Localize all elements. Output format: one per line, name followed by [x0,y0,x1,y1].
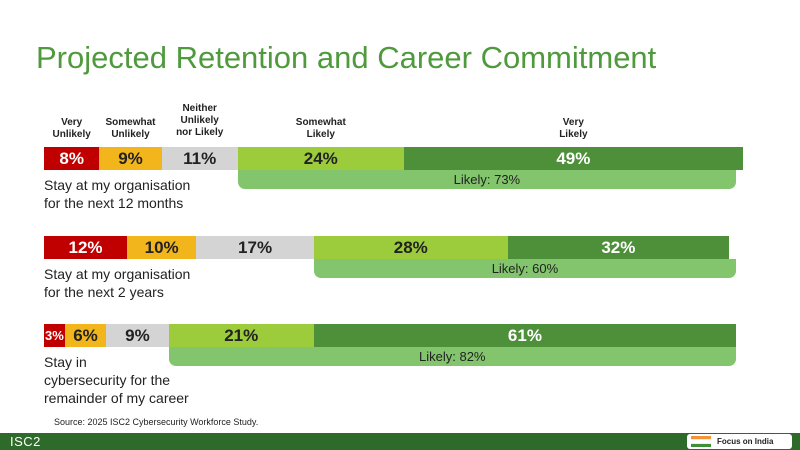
bar-somewhat-unlikely-row-1: 9% [99,147,162,170]
row-label-2: Stay at my organisation for the next 2 y… [44,266,191,300]
source-note: Source: 2025 ISC2 Cybersecurity Workforc… [54,417,259,427]
footer-bar: ISC2 Focus on India [0,433,800,450]
india-flag-icon [691,435,711,448]
bar-very-likely-row-2: 32% [507,236,730,259]
footer-brand-logo: ISC2 [10,434,41,449]
bar-neutral-row-3: 9% [106,324,169,347]
legend-very-unlikely: Very Unlikely [52,117,91,140]
row-label-3: Stay in cybersecurity for the remainder … [44,354,189,406]
bar-very-likely-row-1: 49% [403,147,743,170]
bar-very-likely-row-3: 61% [313,324,736,347]
focus-badge-label: Focus on India [717,437,774,446]
likely-total-row-2: Likely: 60% [313,259,736,278]
bar-very-unlikely-row-3: 3% [44,324,65,347]
bar-very-unlikely-row-2: 12% [44,236,128,259]
legend-somewhat-unlikely: Somewhat Unlikely [105,117,156,140]
legend-somewhat-likely: Somewhat Likely [295,117,346,140]
bar-neutral-row-1: 11% [161,147,238,170]
bar-somewhat-likely-row-2: 28% [313,236,508,259]
bar-very-unlikely-row-1: 8% [44,147,100,170]
row-label-1: Stay at my organisation for the next 12 … [44,177,191,211]
likely-total-row-3: Likely: 82% [168,347,736,366]
bar-somewhat-unlikely-row-2: 10% [127,236,197,259]
page-title: Projected Retention and Career Commitmen… [36,40,657,75]
bar-neutral-row-2: 17% [196,236,314,259]
likely-total-row-1: Likely: 73% [237,170,736,189]
legend-very-likely: Very Likely [559,117,588,140]
focus-badge: Focus on India [687,434,792,449]
bar-somewhat-likely-row-1: 24% [237,147,404,170]
bar-somewhat-likely-row-3: 21% [168,324,314,347]
legend-neutral: Neither Unlikely nor Likely [176,103,224,138]
bar-somewhat-unlikely-row-3: 6% [64,324,107,347]
